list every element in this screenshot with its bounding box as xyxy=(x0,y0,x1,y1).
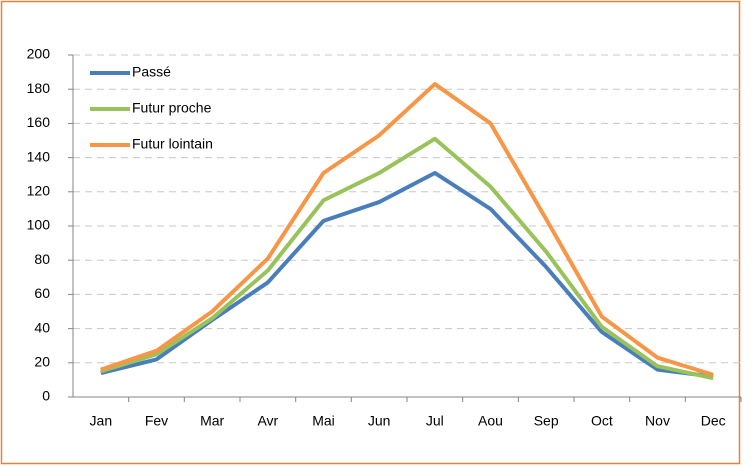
y-tick-label: 80 xyxy=(34,251,50,267)
y-tick-label: 20 xyxy=(34,354,50,370)
legend-label: Passé xyxy=(132,64,171,80)
x-tick-label: Mai xyxy=(312,413,335,429)
x-tick-label: Fev xyxy=(145,413,168,429)
y-tick-label: 60 xyxy=(34,285,50,301)
legend-label: Futur proche xyxy=(132,100,212,116)
x-tick-label: Nov xyxy=(645,413,670,429)
x-tick-label: Sep xyxy=(534,413,559,429)
legend-label: Futur lointain xyxy=(132,136,213,152)
x-tick-label: Dec xyxy=(701,413,726,429)
x-tick-label: Mar xyxy=(200,413,224,429)
y-tick-label: 160 xyxy=(27,114,51,130)
y-tick-label: 140 xyxy=(27,148,51,164)
y-tick-label: 40 xyxy=(34,319,50,335)
y-tick-label: 200 xyxy=(27,46,51,62)
x-tick-label: Jul xyxy=(426,413,444,429)
y-tick-label: 100 xyxy=(27,217,51,233)
x-tick-label: Avr xyxy=(257,413,278,429)
series-line xyxy=(100,136,714,381)
x-tick-label: Oct xyxy=(591,413,613,429)
x-tick-label: Jun xyxy=(368,413,391,429)
series-line xyxy=(100,82,714,377)
y-tick-label: 0 xyxy=(42,388,50,404)
x-tick-label: Aou xyxy=(478,413,503,429)
y-tick-label: 180 xyxy=(27,80,51,96)
y-tick-label: 120 xyxy=(27,183,51,199)
x-tick-label: Jan xyxy=(90,413,113,429)
